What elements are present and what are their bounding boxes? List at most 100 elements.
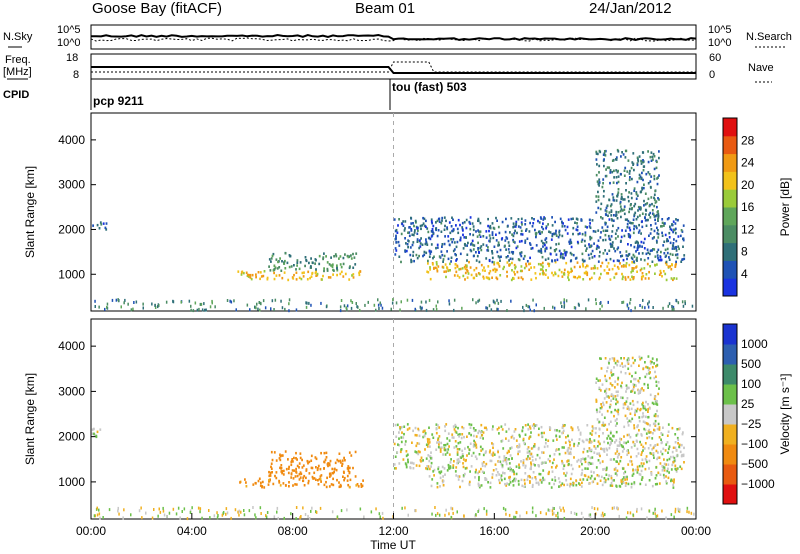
data-cell <box>605 466 608 470</box>
cpid-segment-2: tou (fast) 503 <box>392 80 467 94</box>
colorbar-swatch <box>723 464 737 485</box>
data-cell <box>547 276 549 279</box>
data-cell <box>528 305 531 309</box>
data-cell <box>584 231 587 234</box>
data-cell <box>270 260 272 263</box>
data-cell <box>508 483 511 486</box>
data-cell <box>448 243 451 246</box>
data-cell <box>336 269 339 272</box>
data-cell <box>555 229 557 233</box>
data-cell <box>165 300 168 304</box>
data-cell <box>325 255 327 258</box>
data-cell <box>634 377 637 381</box>
data-cell <box>453 446 456 449</box>
data-cell <box>647 197 650 201</box>
data-cell <box>623 174 626 177</box>
data-cell <box>614 386 616 389</box>
data-cell <box>420 227 422 231</box>
data-cell <box>342 475 344 478</box>
data-cell <box>613 479 615 482</box>
data-cell <box>603 477 606 480</box>
data-cell <box>627 463 630 466</box>
data-cell <box>691 304 694 308</box>
data-cell <box>631 177 633 181</box>
data-cell <box>394 247 397 250</box>
data-cell <box>531 424 534 427</box>
data-cell <box>619 364 622 367</box>
data-cell <box>609 430 612 434</box>
data-cell <box>634 202 637 206</box>
data-cell <box>333 269 335 272</box>
data-cell <box>454 423 457 427</box>
data-cell <box>627 275 630 279</box>
data-cell <box>444 473 446 476</box>
data-cell <box>512 240 515 243</box>
data-cell <box>437 438 439 442</box>
data-cell <box>651 237 654 240</box>
data-cell <box>616 394 619 397</box>
data-cell <box>629 278 632 281</box>
data-cell <box>565 436 567 439</box>
data-cell <box>674 231 677 235</box>
data-cell <box>405 450 408 453</box>
data-cell <box>611 439 614 442</box>
data-cell <box>660 438 662 441</box>
data-cell <box>198 307 200 311</box>
data-cell <box>627 195 630 199</box>
data-cell <box>655 375 657 378</box>
data-cell <box>448 439 451 442</box>
data-cell <box>452 466 455 469</box>
data-cell <box>599 389 602 392</box>
data-cell <box>459 238 462 242</box>
data-cell <box>433 266 435 270</box>
data-cell <box>593 264 596 268</box>
data-cell <box>567 452 570 455</box>
data-cell <box>431 433 434 436</box>
data-cell <box>626 226 629 229</box>
data-cell <box>410 216 412 220</box>
data-cell <box>597 239 600 242</box>
data-cell <box>576 225 579 228</box>
data-cell <box>457 458 460 461</box>
data-cell <box>649 451 652 455</box>
data-cell <box>431 478 434 481</box>
data-cell <box>606 453 608 456</box>
data-cell <box>598 435 600 438</box>
data-cell <box>624 166 627 170</box>
data-cell <box>157 305 159 309</box>
data-cell <box>514 229 516 233</box>
data-cell <box>230 300 233 304</box>
data-cell <box>548 262 551 266</box>
nsearch-tick-top: 10^5 <box>708 24 732 36</box>
data-cell <box>453 274 456 277</box>
data-cell <box>318 262 321 266</box>
data-cell <box>569 450 572 454</box>
data-cell <box>472 248 475 251</box>
data-cell <box>626 475 628 479</box>
data-cell <box>331 467 334 471</box>
data-cell <box>584 266 587 269</box>
data-cell <box>542 476 544 480</box>
data-cell <box>287 467 290 470</box>
data-cell <box>505 484 508 487</box>
data-cell <box>459 433 461 436</box>
data-cell <box>474 444 476 447</box>
data-cell <box>647 305 650 309</box>
data-cell <box>532 298 534 302</box>
data-cell <box>461 433 464 436</box>
data-cell <box>629 221 631 224</box>
data-cell <box>257 271 260 274</box>
data-cell <box>106 305 108 309</box>
data-cell <box>614 441 616 444</box>
data-cell <box>535 276 537 280</box>
data-cell <box>639 358 642 361</box>
data-cell <box>259 271 262 274</box>
data-cell <box>617 376 620 380</box>
data-cell <box>525 457 528 461</box>
data-cell <box>469 470 471 473</box>
data-cell <box>596 507 599 511</box>
data-cell <box>238 509 241 513</box>
data-cell <box>419 459 422 462</box>
data-cell <box>473 276 476 280</box>
data-cell <box>615 229 618 232</box>
